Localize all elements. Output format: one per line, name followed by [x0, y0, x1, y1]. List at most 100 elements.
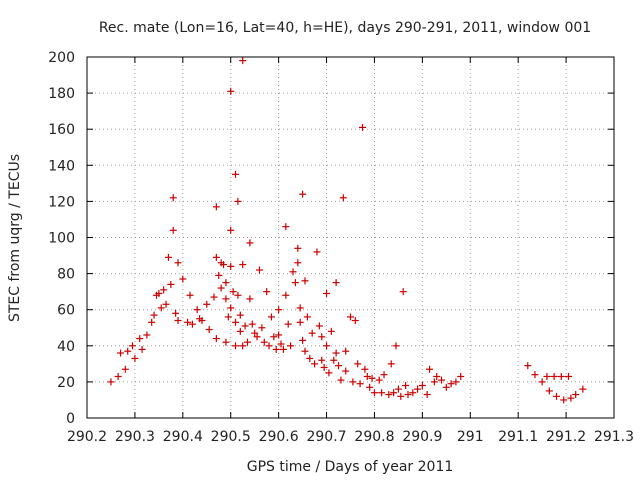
data-point — [248, 320, 256, 328]
data-point — [258, 324, 266, 332]
data-point — [184, 318, 192, 326]
data-point — [227, 87, 235, 95]
data-point — [129, 342, 137, 350]
data-point — [318, 333, 326, 341]
x-tick-label: 290.9 — [402, 429, 442, 445]
data-point — [131, 354, 139, 362]
data-point — [426, 365, 434, 373]
data-point — [220, 261, 228, 269]
data-points — [107, 57, 587, 404]
y-tick-label: 40 — [57, 339, 75, 355]
data-point — [270, 333, 278, 341]
data-point — [241, 322, 249, 330]
data-point — [212, 203, 220, 211]
x-tick-label: 290.2 — [67, 429, 107, 445]
data-point — [433, 372, 441, 380]
data-point — [164, 253, 172, 261]
x-tick-label: 290.7 — [306, 429, 346, 445]
data-point — [212, 335, 220, 343]
data-point — [224, 313, 232, 321]
data-point — [402, 382, 410, 390]
data-point — [265, 342, 273, 350]
data-point — [399, 288, 407, 296]
x-axis: 290.2 290.3 290.4 290.5 290.6 290.7 290.8 290.9… — [67, 57, 634, 445]
plot-frame — [86, 56, 615, 419]
data-point — [260, 338, 268, 346]
data-point — [239, 57, 247, 65]
data-point — [380, 371, 388, 379]
data-point — [107, 378, 115, 386]
data-point — [246, 295, 254, 303]
y-tick-label: 0 — [66, 411, 75, 427]
chart-title: Rec. mate (Lon=16, Lat=40, h=HE), days 2… — [99, 20, 591, 36]
data-point — [430, 378, 438, 386]
data-point — [356, 380, 364, 388]
data-point — [272, 345, 280, 353]
x-axis-label: GPS time / Days of year 2011 — [247, 459, 454, 475]
data-point — [236, 327, 244, 335]
data-point — [323, 342, 331, 350]
data-point — [404, 391, 412, 399]
data-point — [296, 318, 304, 326]
y-tick-label: 140 — [48, 158, 75, 174]
data-point — [294, 259, 302, 267]
data-point — [234, 197, 242, 205]
data-point — [210, 293, 218, 301]
data-point — [299, 190, 307, 198]
data-point — [438, 376, 446, 384]
data-point — [255, 266, 263, 274]
data-point — [342, 347, 350, 355]
data-point — [136, 335, 144, 343]
data-point — [232, 342, 240, 350]
data-point — [162, 300, 170, 308]
data-point — [457, 372, 465, 380]
x-tick-label: 291.1 — [498, 429, 538, 445]
data-point — [567, 394, 575, 402]
y-tick-label: 60 — [57, 303, 75, 319]
data-point — [296, 304, 304, 312]
data-point — [188, 320, 196, 328]
data-point — [315, 322, 323, 330]
y-axis-label: STEC from uqrg / TECUs — [7, 154, 23, 322]
data-point — [423, 391, 431, 399]
data-point — [205, 326, 213, 334]
data-point — [553, 392, 561, 400]
x-tick-label: 291.2 — [546, 429, 586, 445]
data-point — [361, 365, 369, 373]
data-point — [217, 284, 225, 292]
data-point — [572, 391, 580, 399]
data-point — [385, 391, 393, 399]
data-point — [378, 389, 386, 397]
data-point — [299, 336, 307, 344]
data-point — [330, 356, 338, 364]
data-point — [392, 342, 400, 350]
data-point — [169, 194, 177, 202]
data-point — [358, 123, 366, 131]
data-point — [308, 329, 316, 337]
grid-lines — [87, 57, 614, 418]
y-tick-label: 20 — [57, 375, 75, 391]
x-tick-label: 290.4 — [163, 429, 203, 445]
data-point — [397, 392, 405, 400]
data-point — [212, 253, 220, 261]
data-point — [232, 318, 240, 326]
x-tick-label: 291.3 — [594, 429, 634, 445]
data-point — [239, 261, 247, 269]
y-tick-label: 200 — [48, 50, 75, 66]
data-point — [303, 313, 311, 321]
data-point — [557, 372, 565, 380]
data-point — [138, 345, 146, 353]
data-point — [337, 376, 345, 384]
x-tick-label: 290.5 — [211, 429, 251, 445]
data-point — [114, 372, 122, 380]
data-point — [263, 288, 271, 296]
data-point — [227, 304, 235, 312]
data-point — [148, 318, 156, 326]
data-point — [143, 331, 151, 339]
data-point — [124, 347, 132, 355]
data-point — [323, 289, 331, 297]
data-point — [524, 362, 532, 370]
data-point — [442, 383, 450, 391]
data-point — [387, 360, 395, 368]
data-point — [251, 329, 259, 337]
